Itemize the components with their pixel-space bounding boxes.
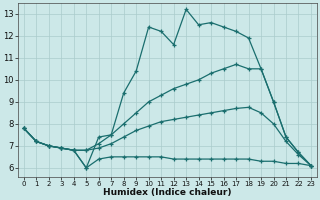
X-axis label: Humidex (Indice chaleur): Humidex (Indice chaleur) [103, 188, 232, 197]
